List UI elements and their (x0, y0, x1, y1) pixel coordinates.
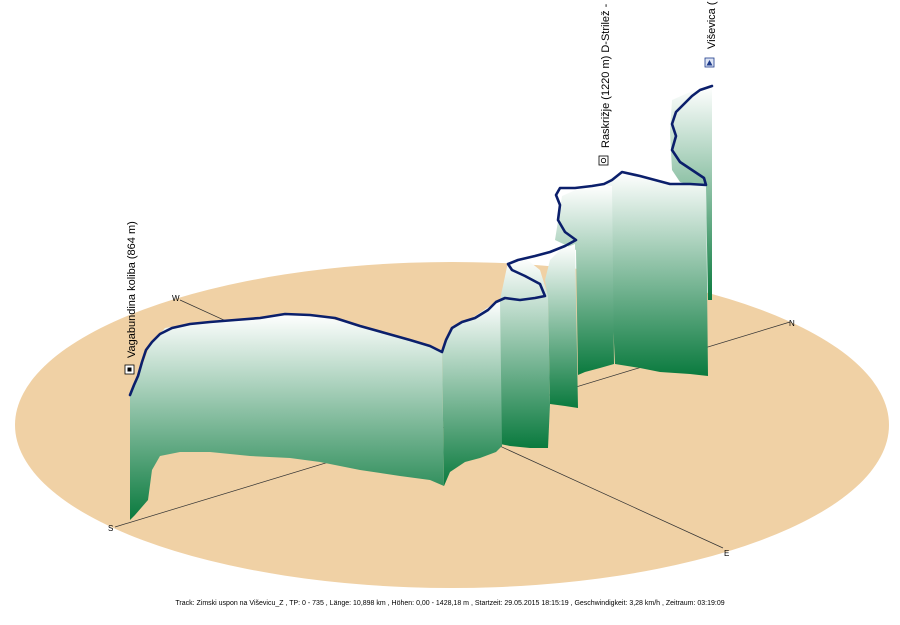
wall-segment-middle (500, 258, 550, 448)
crossroad-icon-inner (600, 157, 607, 164)
track-info-footer: Track: Zimski uspon na Viševicu_Z , TP: … (175, 600, 725, 607)
summit-icon-inner (706, 60, 713, 66)
waypoint-label-vagabundina: Vagabundina koliba (864 m) (126, 221, 138, 358)
compass-north: N (789, 319, 795, 328)
wall-segment-mid-fold (545, 244, 578, 408)
track-line (128, 84, 714, 397)
compass-west: W (172, 294, 180, 303)
crossroad-icon (598, 155, 609, 166)
waypoint-visevica[interactable]: Viševica ( (704, 1, 718, 68)
waypoint-raskrizje[interactable]: Raskrižje (1220 m) D-Strilež - (598, 3, 612, 166)
wall-segment-mid-high (555, 185, 614, 375)
waypoint-label-visevica: Viševica ( (706, 1, 718, 49)
wall-segment-lower (442, 300, 502, 486)
elevation-walls (130, 86, 712, 520)
wall-segment-summit (670, 86, 712, 300)
3d-profile-view: W N S E Vagabundina koliba (864 m) Raskr… (15, 1, 889, 588)
compass-south: S (108, 524, 113, 533)
compass-east: E (724, 549, 729, 558)
wall-segment-main (130, 314, 444, 520)
hut-icon-inner (127, 367, 132, 372)
waypoint-vagabundina[interactable]: Vagabundina koliba (864 m) (124, 221, 138, 375)
wall-segment-upper (605, 172, 708, 376)
waypoint-label-raskrizje: Raskrižje (1220 m) D-Strilež - (600, 3, 612, 148)
